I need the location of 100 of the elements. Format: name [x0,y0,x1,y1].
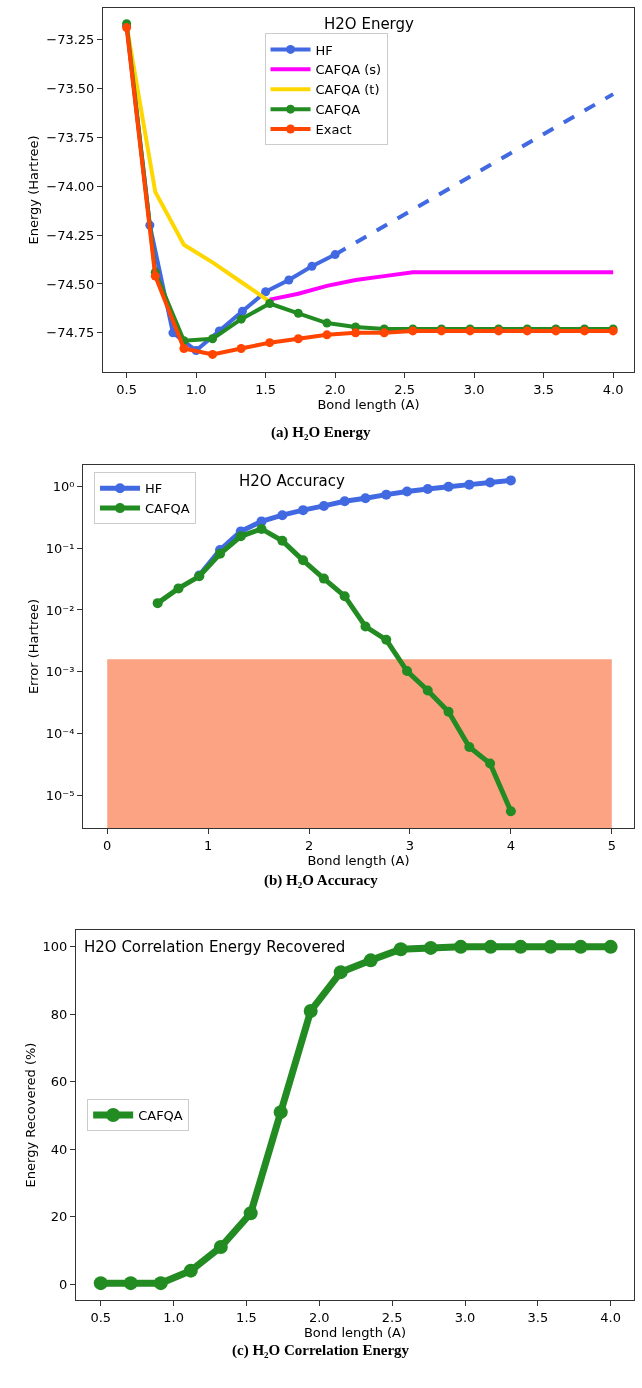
y-axis-title: Energy (Hartree) [26,135,42,245]
y-tick-label: −74.25 [46,227,95,243]
point [277,510,288,521]
x-tick-label: 1.5 [255,381,276,397]
point [351,328,361,338]
y-tick-label: 10⁻¹ [45,540,75,556]
point [243,1206,258,1221]
point [339,496,350,507]
point [513,939,528,954]
point [393,942,408,957]
x-tick-label: 0 [103,837,112,853]
point [543,939,558,954]
y-tick-label: −74.50 [46,276,95,292]
point [123,1276,138,1291]
x-tick-label: 4 [506,837,516,853]
x-tick-label: 3.0 [454,1309,476,1325]
point [333,965,348,980]
point [505,475,516,486]
x-tick-label: 2.5 [394,381,415,397]
x-tick-label: 0.5 [116,381,137,397]
point [273,1105,288,1120]
point [464,479,475,490]
x-tick-label: 0.5 [90,1309,112,1325]
point [423,940,438,955]
text: H2O Accuracy [239,472,345,490]
point [179,344,189,354]
point [339,591,350,602]
point [360,621,371,632]
point [464,742,475,753]
x-axis-title: Bond length (A) [307,853,410,869]
y-tick-label: 20 [50,1209,68,1225]
point [236,314,246,324]
point [453,939,468,954]
point [505,806,516,817]
text: H2O Energy [324,15,415,33]
point [183,1263,198,1278]
legend-label: CAFQA (s) [315,62,382,78]
point [298,555,309,566]
y-tick-label: −74.00 [46,178,95,194]
point [483,939,498,954]
point [153,1276,168,1291]
point [173,583,184,594]
y-tick-label: 10⁻⁴ [45,726,75,742]
point [293,308,303,318]
point [485,758,496,769]
y-axis-title: Error (Hartree) [25,598,41,695]
x-tick-label: 4.0 [602,381,624,397]
point [303,1003,318,1018]
point [256,523,267,534]
point [573,939,588,954]
point [443,481,454,492]
point [443,706,454,717]
point [235,531,246,542]
point [422,484,433,495]
x-tick-label: 2.0 [308,1309,330,1325]
point [360,493,371,504]
legend-label: HF [315,42,333,58]
point [261,287,271,297]
point [381,489,392,500]
point [213,1240,228,1255]
point [293,334,303,344]
legend-label: CAFQA [315,102,361,118]
x-tick-label: 3.5 [533,381,554,397]
y-tick-label: 40 [50,1141,68,1157]
text: (b) H₂O Accuracy [264,872,379,889]
point [284,275,294,285]
y-tick-label: −73.50 [46,80,95,96]
point [318,500,329,511]
point [237,306,247,316]
x-tick-label: 2.0 [324,381,346,397]
y-tick-label: 10⁰ [52,478,75,494]
point [422,685,433,696]
legend-label: CAFQA [138,1108,183,1124]
point [236,344,246,354]
legend-label: HF [145,481,163,497]
x-tick-label: 1 [204,837,213,853]
text: H2O Correlation Energy Recovered [84,938,346,956]
x-tick-label: 3 [405,837,415,853]
x-axis-title: Bond length (A) [317,397,420,413]
point [379,328,389,338]
point [265,338,275,348]
y-tick-label: 10⁻³ [45,664,75,680]
x-axis-title: Bond length (A) [303,1325,407,1341]
point [208,334,218,344]
y-tick-label: −74.75 [46,325,95,341]
point [322,318,332,328]
x-tick-label: 2 [304,837,314,853]
point [208,349,218,359]
y-tick-label: 80 [50,1006,68,1022]
y-tick-label: −73.75 [46,129,95,145]
y-tick-label: 100 [42,939,68,955]
x-tick-label: 1.5 [236,1309,257,1325]
y-tick-label: −73.25 [46,31,95,47]
point [322,330,332,340]
point [381,634,392,645]
legend-label: CAFQA [145,501,190,517]
legend-label: CAFQA (t) [315,82,380,98]
point [93,1276,108,1291]
x-tick-label: 2.5 [381,1309,403,1325]
point [363,953,378,968]
